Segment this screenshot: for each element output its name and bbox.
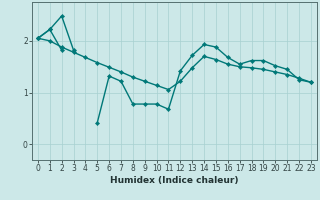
X-axis label: Humidex (Indice chaleur): Humidex (Indice chaleur) — [110, 176, 239, 185]
